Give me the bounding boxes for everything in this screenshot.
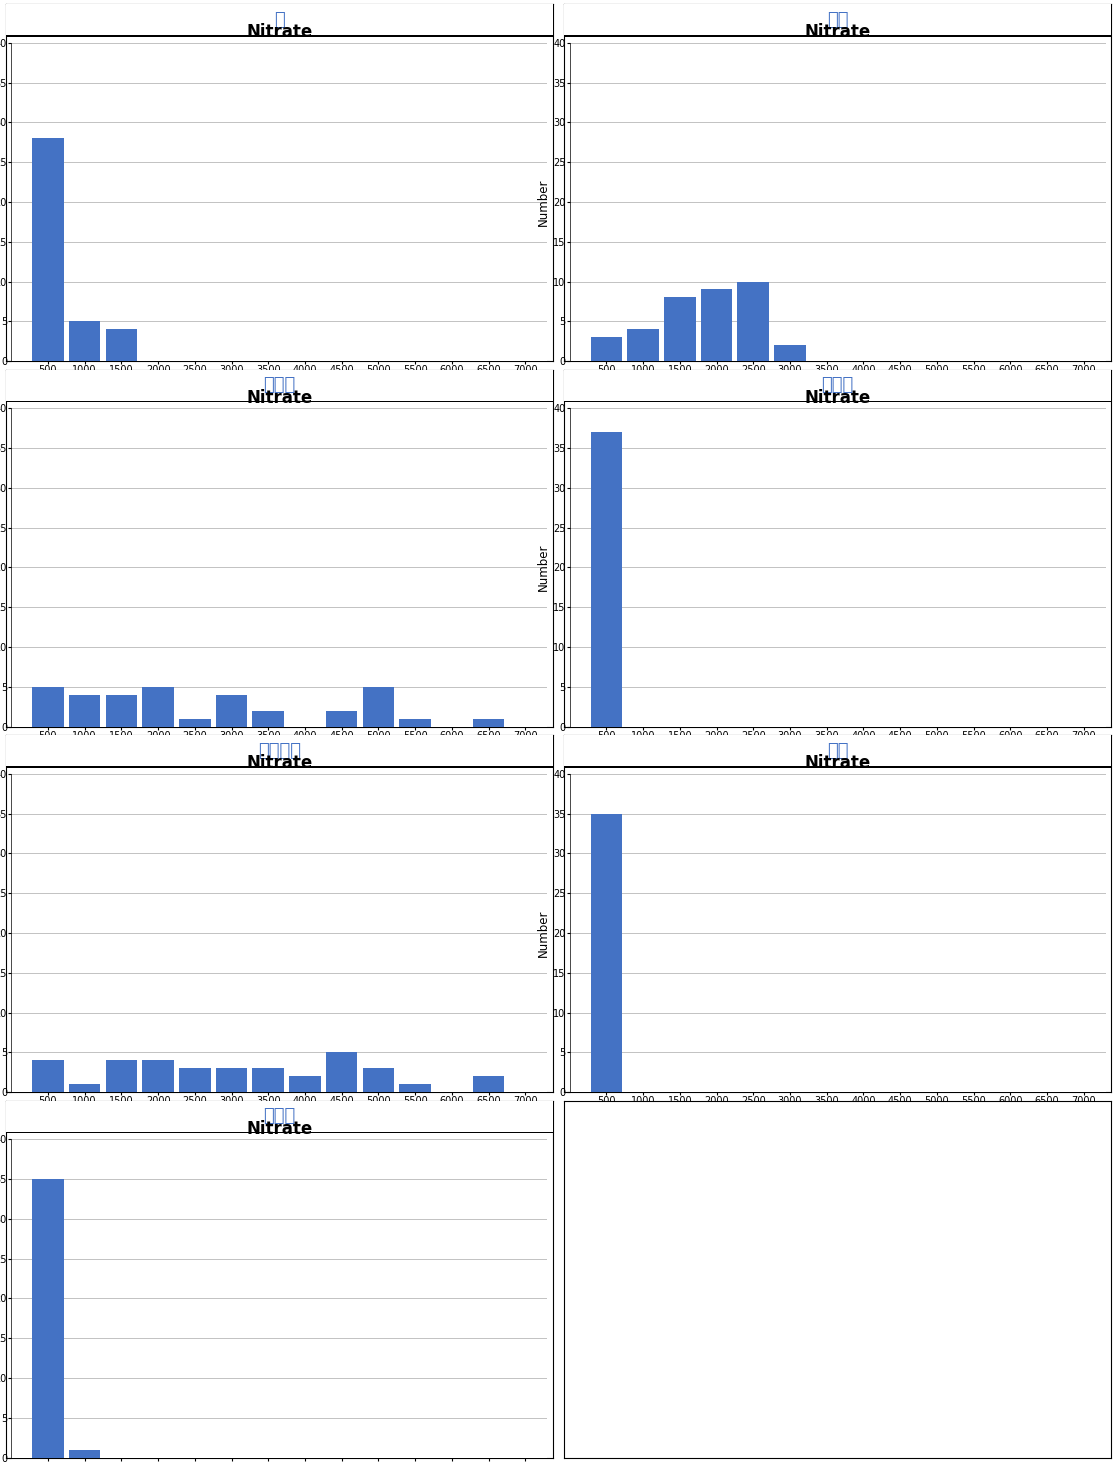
Title: Nitrate: Nitrate <box>804 389 871 406</box>
Bar <box>69 1085 101 1092</box>
Title: Nitrate: Nitrate <box>246 23 313 41</box>
Bar <box>700 289 733 361</box>
X-axis label: Amount (ppm): Amount (ppm) <box>237 379 322 390</box>
X-axis label: Amount (ppm): Amount (ppm) <box>795 1110 880 1121</box>
Bar <box>69 1450 101 1458</box>
Y-axis label: Number: Number <box>537 178 551 225</box>
Bar <box>179 719 211 727</box>
Bar <box>142 687 174 727</box>
Bar <box>142 1060 174 1092</box>
Bar <box>472 719 505 727</box>
Text: 부추: 부추 <box>827 10 849 29</box>
Text: 고구마: 고구마 <box>264 1107 295 1126</box>
X-axis label: Amount (ppm): Amount (ppm) <box>795 744 880 756</box>
Title: Nitrate: Nitrate <box>246 754 313 772</box>
Bar <box>363 687 394 727</box>
Bar <box>105 694 137 727</box>
Bar <box>591 433 622 727</box>
Bar <box>400 1085 431 1092</box>
Text: 감자: 감자 <box>827 741 849 760</box>
Y-axis label: Number: Number <box>537 544 551 591</box>
Bar <box>32 1178 64 1458</box>
Bar <box>363 1069 394 1092</box>
Bar <box>32 139 64 361</box>
Bar <box>591 338 622 361</box>
Bar <box>32 1060 64 1092</box>
Y-axis label: Number: Number <box>537 909 551 956</box>
Title: Nitrate: Nitrate <box>804 23 871 41</box>
Text: 샐러리: 샐러리 <box>264 376 295 395</box>
Title: Nitrate: Nitrate <box>246 389 313 406</box>
Bar <box>69 694 101 727</box>
Bar <box>252 711 284 727</box>
X-axis label: Amount (ppm): Amount (ppm) <box>795 379 880 390</box>
Text: 파: 파 <box>274 10 285 29</box>
Bar <box>326 711 357 727</box>
Bar <box>69 322 101 361</box>
Bar <box>289 1076 321 1092</box>
Bar <box>216 1069 247 1092</box>
Bar <box>591 813 622 1092</box>
X-axis label: Amount (ppm): Amount (ppm) <box>237 744 322 756</box>
Title: Nitrate: Nitrate <box>804 754 871 772</box>
Bar <box>216 694 247 727</box>
Bar <box>663 297 696 361</box>
Bar <box>472 1076 505 1092</box>
X-axis label: Amount (ppm): Amount (ppm) <box>237 1110 322 1121</box>
Bar <box>179 1069 211 1092</box>
Bar <box>400 719 431 727</box>
Bar <box>32 687 64 727</box>
Bar <box>628 329 659 361</box>
Bar <box>737 282 770 361</box>
Title: Nitrate: Nitrate <box>246 1120 313 1137</box>
Text: 숙주나물: 숙주나물 <box>258 741 300 760</box>
Text: 콩나물: 콩나물 <box>822 376 853 395</box>
Bar <box>326 1053 357 1092</box>
Bar <box>105 1060 137 1092</box>
Bar <box>105 329 137 361</box>
Bar <box>252 1069 284 1092</box>
Bar <box>774 345 805 361</box>
